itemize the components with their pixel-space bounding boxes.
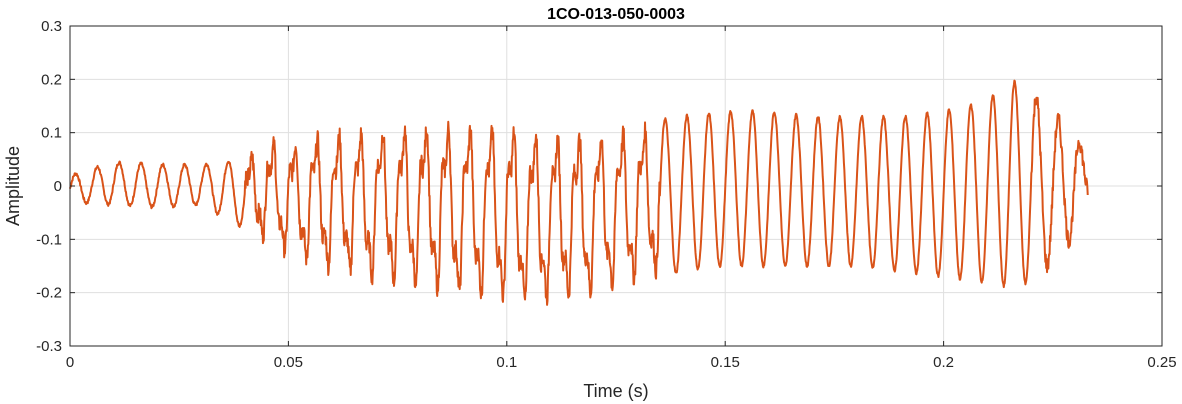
x-tick-label: 0.1 [496, 354, 517, 371]
x-axis-label: Time (s) [583, 381, 648, 401]
y-axis-ticks: -0.3 -0.2 -0.1 0 0.1 0.2 0.3 [36, 18, 1162, 355]
y-tick-label: -0.3 [36, 338, 62, 355]
y-axis-label: Amplitude [3, 146, 23, 226]
x-tick-label: 0 [66, 354, 74, 371]
x-tick-label: 0.2 [933, 354, 954, 371]
y-tick-label: -0.2 [36, 285, 62, 302]
series-line [69, 79, 1089, 306]
chart-title: 1CO-013-050-0003 [547, 6, 685, 23]
x-tick-label: 0.05 [274, 354, 303, 371]
y-tick-label: -0.1 [36, 231, 62, 248]
x-tick-label: 0.15 [711, 354, 740, 371]
y-tick-label: 0.1 [41, 125, 62, 142]
y-tick-label: 0 [54, 178, 62, 195]
x-tick-label: 0.25 [1147, 354, 1176, 371]
x-axis-ticks: 0 0.05 0.1 0.15 0.2 0.25 [66, 26, 1177, 371]
y-tick-label: 0.2 [41, 71, 62, 88]
y-tick-label: 0.3 [41, 18, 62, 35]
